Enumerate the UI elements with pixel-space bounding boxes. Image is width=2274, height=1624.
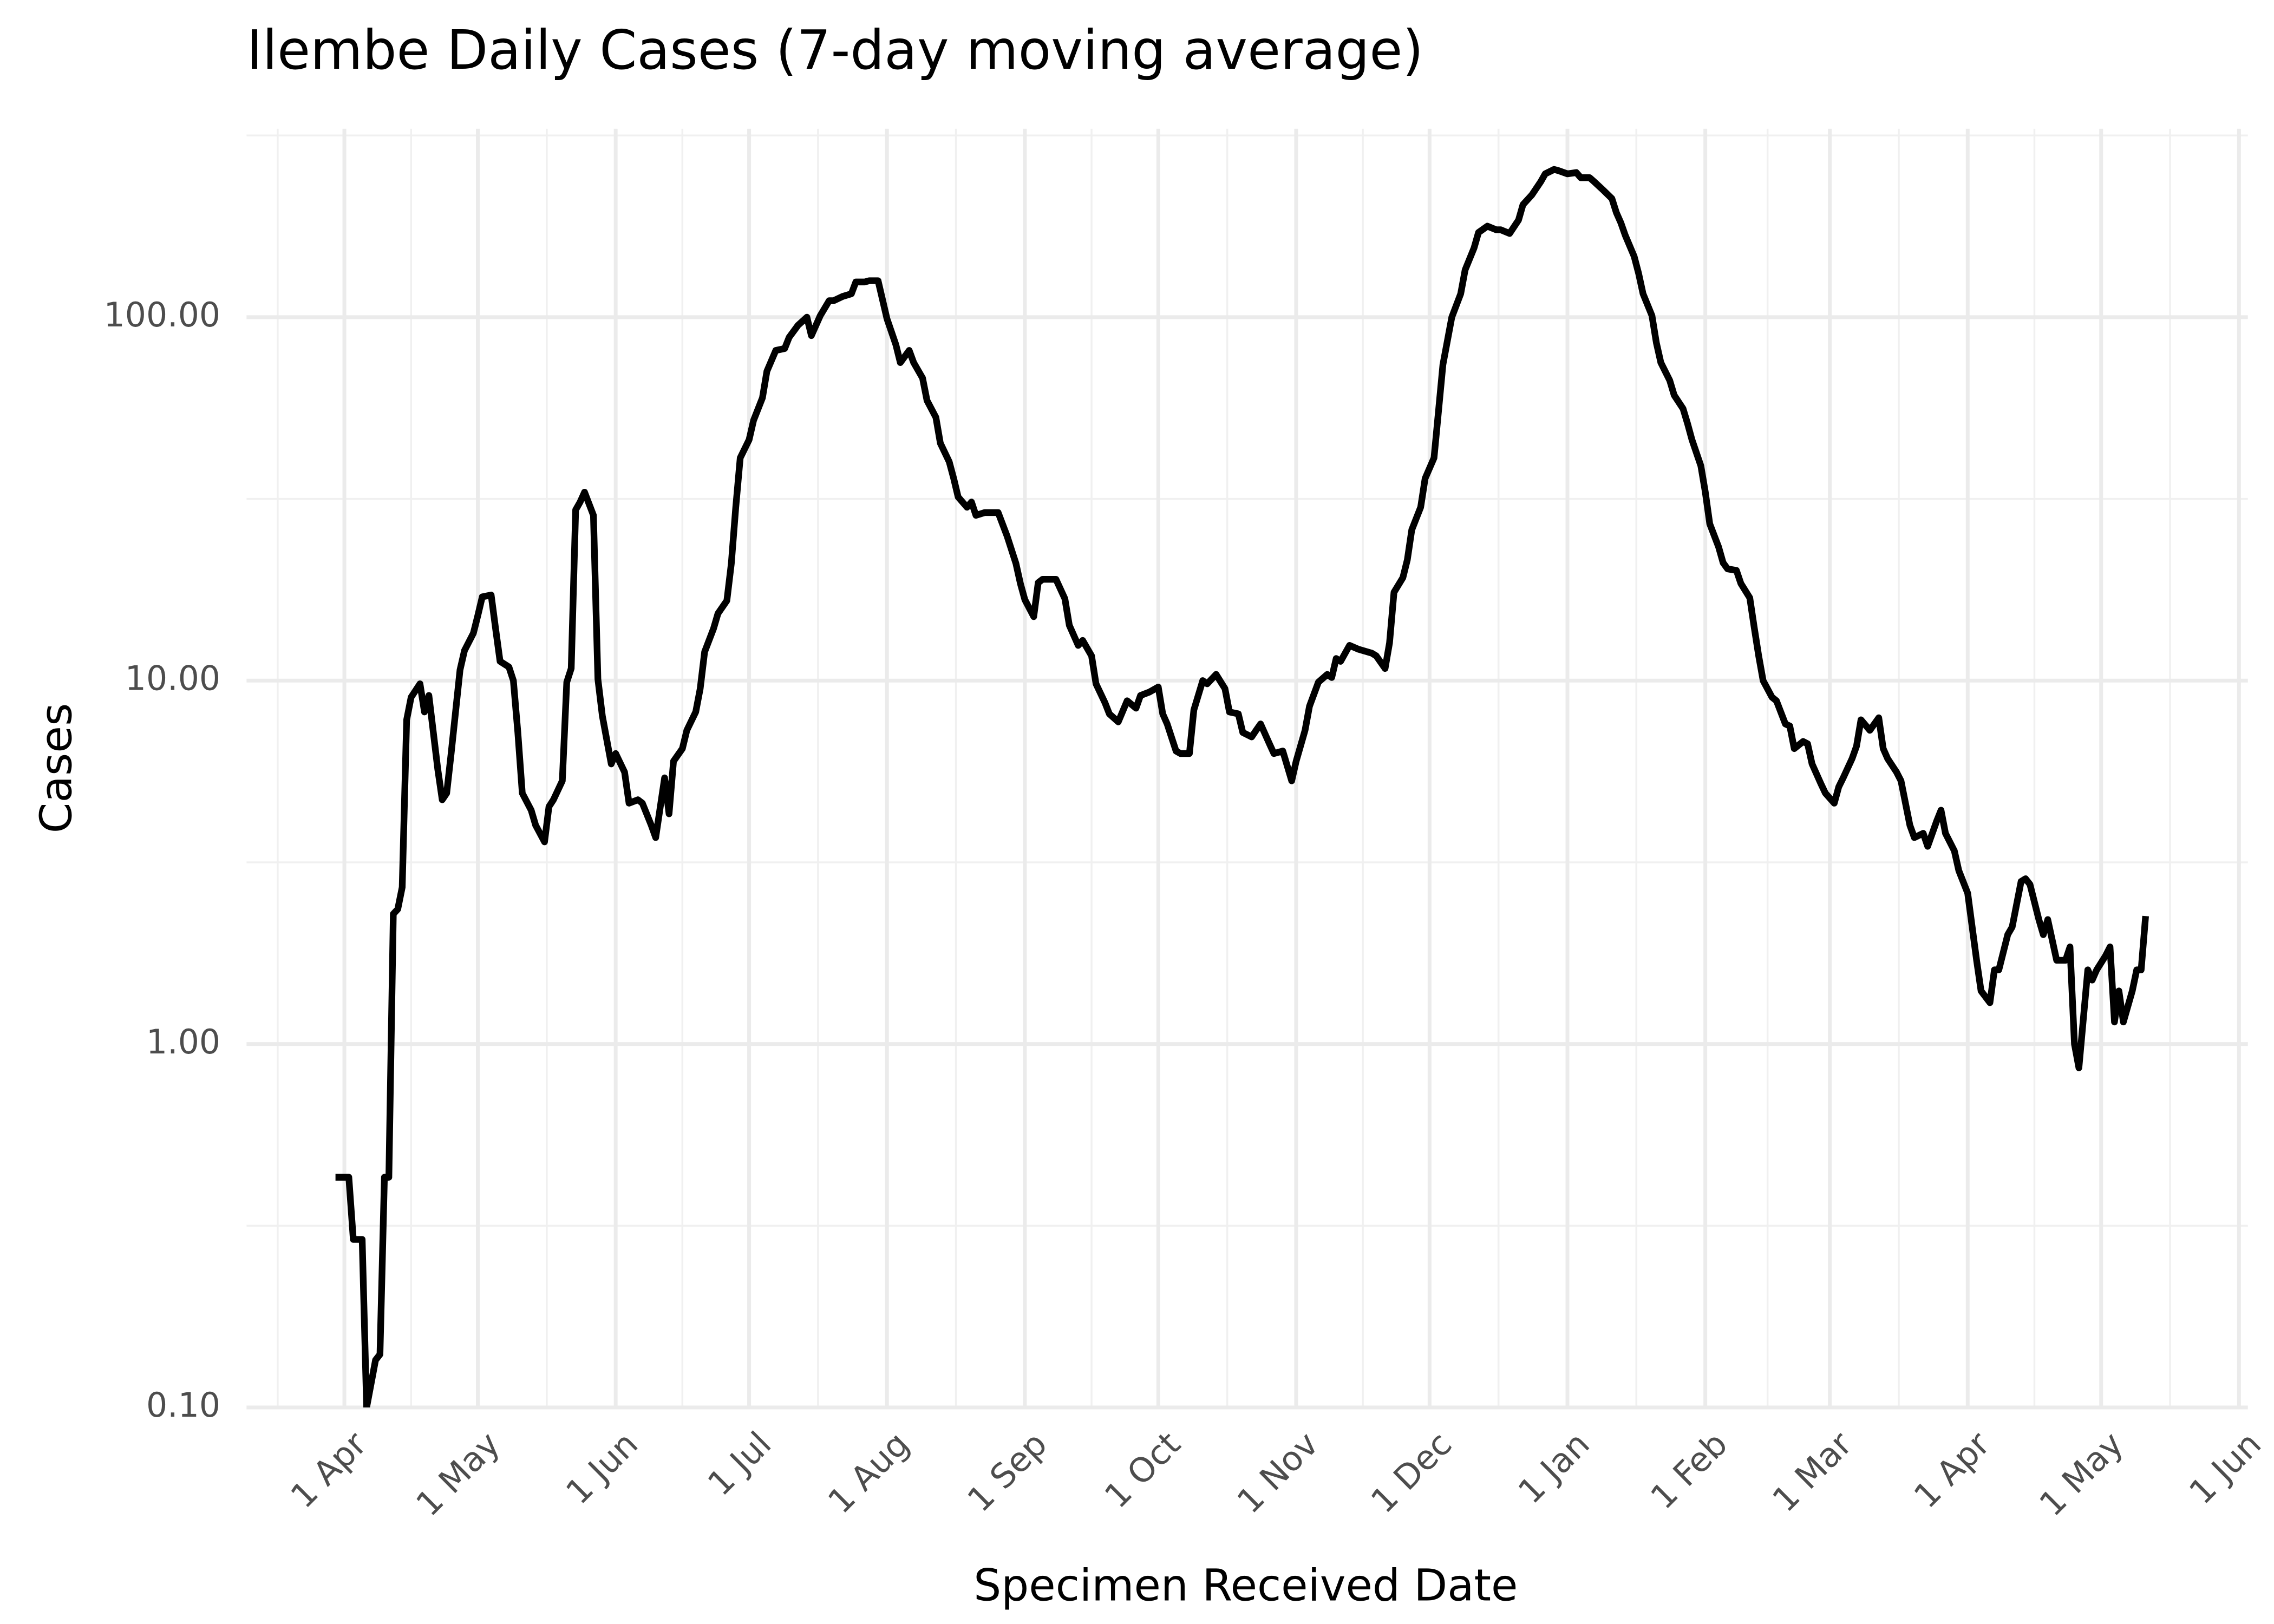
x-tick-label: 1 Dec: [1364, 1424, 1460, 1521]
data-line: [335, 166, 2149, 1407]
y-tick-label: 0.10: [146, 1386, 220, 1425]
x-tick-label: 1 Feb: [1643, 1424, 1735, 1517]
x-tick-label: 1 Jun: [559, 1424, 645, 1512]
x-tick-label: 1 May: [409, 1424, 507, 1524]
x-tick-label: 1 May: [2032, 1424, 2131, 1524]
x-axis-title: Specimen Received Date: [973, 1560, 1518, 1611]
x-tick-label: 1 Nov: [1230, 1424, 1325, 1521]
x-tick-label: 1 Aug: [821, 1424, 917, 1521]
x-tick-label: 1 Jun: [2182, 1424, 2269, 1512]
y-tick-label: 1.00: [146, 1023, 220, 1062]
x-tick-label: 1 Apr: [1906, 1424, 1997, 1516]
x-tick-label: 1 Mar: [1765, 1424, 1860, 1520]
chart-title: Ilembe Daily Cases (7-day moving average…: [246, 19, 1423, 82]
x-tick-label: 1 Oct: [1097, 1424, 1188, 1516]
x-tick-label: 1 Jan: [1511, 1424, 1597, 1511]
y-tick-label: 10.00: [125, 659, 220, 698]
x-tick-label: 1 Apr: [283, 1424, 374, 1516]
x-tick-label: 1 Jul: [700, 1424, 779, 1503]
y-tick-label: 100.00: [104, 296, 221, 335]
y-axis-title: Cases: [31, 703, 82, 834]
x-tick-label: 1 Sep: [960, 1424, 1054, 1520]
